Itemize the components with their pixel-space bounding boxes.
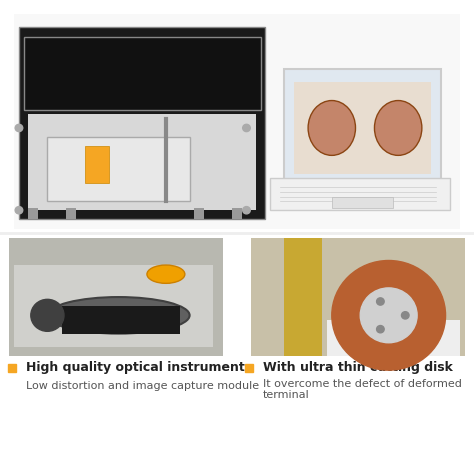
Circle shape [332, 260, 446, 370]
FancyBboxPatch shape [232, 208, 242, 219]
FancyBboxPatch shape [85, 146, 109, 183]
FancyBboxPatch shape [284, 238, 322, 356]
Circle shape [376, 325, 384, 333]
FancyBboxPatch shape [194, 208, 204, 219]
FancyBboxPatch shape [24, 37, 261, 110]
Text: It overcome the defect of deformed
terminal: It overcome the defect of deformed termi… [263, 378, 462, 400]
Ellipse shape [308, 101, 356, 155]
Text: Low distortion and image capture module: Low distortion and image capture module [26, 381, 259, 391]
FancyBboxPatch shape [284, 69, 441, 183]
FancyBboxPatch shape [251, 238, 465, 356]
FancyBboxPatch shape [332, 197, 393, 208]
FancyBboxPatch shape [14, 265, 213, 347]
Circle shape [243, 124, 250, 132]
FancyBboxPatch shape [62, 306, 180, 334]
Text: High quality optical instrument: High quality optical instrument [26, 361, 245, 374]
Circle shape [360, 288, 417, 343]
Ellipse shape [147, 265, 185, 283]
FancyBboxPatch shape [19, 27, 265, 219]
FancyBboxPatch shape [9, 238, 223, 356]
Circle shape [15, 207, 23, 214]
FancyBboxPatch shape [66, 208, 76, 219]
FancyBboxPatch shape [28, 114, 256, 210]
FancyBboxPatch shape [14, 14, 460, 228]
FancyBboxPatch shape [327, 320, 460, 356]
Circle shape [376, 298, 384, 305]
FancyBboxPatch shape [47, 137, 190, 201]
Circle shape [31, 299, 64, 331]
Circle shape [401, 312, 409, 319]
Circle shape [243, 207, 250, 214]
FancyBboxPatch shape [270, 178, 450, 210]
FancyBboxPatch shape [28, 208, 38, 219]
Text: With ultra thin cutting disk: With ultra thin cutting disk [263, 361, 453, 374]
FancyBboxPatch shape [294, 82, 431, 174]
Ellipse shape [47, 297, 190, 334]
Ellipse shape [374, 101, 422, 155]
Circle shape [15, 124, 23, 132]
